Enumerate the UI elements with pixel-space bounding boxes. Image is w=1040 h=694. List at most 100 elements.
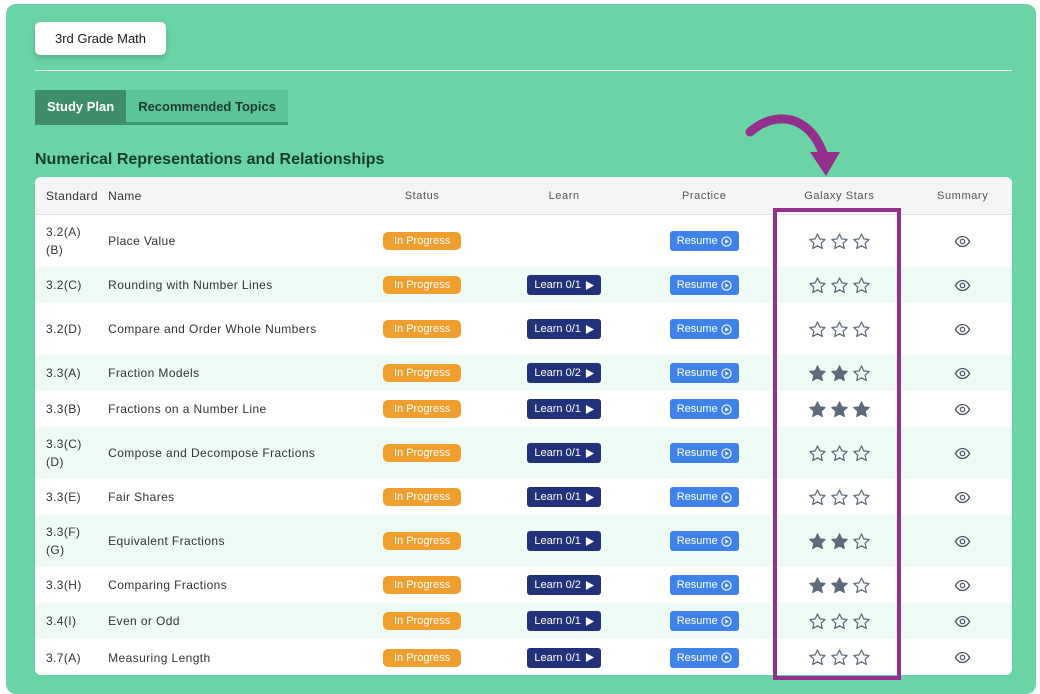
learn-cell: Learn 0/1: [485, 487, 643, 507]
status-cell: In Progress: [359, 648, 485, 667]
learn-button[interactable]: Learn 0/1: [527, 487, 601, 507]
status-badge: In Progress: [382, 276, 462, 294]
galaxy-stars: [808, 648, 871, 667]
learn-button[interactable]: Learn 0/1: [527, 647, 601, 668]
standards-table: Standard Name Status Learn Practice Gala…: [35, 177, 1012, 675]
learn-cell: Learn 0/1: [485, 647, 643, 668]
star-outline-icon: [831, 232, 848, 249]
star-outline-icon: [853, 612, 870, 629]
status-cell: In Progress: [359, 232, 485, 250]
standard-code: 3.3(E): [46, 490, 82, 504]
resume-label: Resume: [676, 367, 718, 379]
resume-label: Resume: [676, 403, 718, 415]
eye-icon[interactable]: [954, 321, 971, 338]
galaxy-stars: [808, 444, 871, 463]
resume-button[interactable]: Resume: [669, 231, 739, 251]
play-circle-icon: [721, 491, 732, 503]
resume-button[interactable]: Resume: [669, 531, 739, 551]
learn-button[interactable]: Learn 0/2: [527, 575, 601, 595]
resume-button[interactable]: Resume: [669, 363, 739, 383]
tab-recommended-topics[interactable]: Recommended Topics: [126, 90, 288, 125]
resume-button[interactable]: Resume: [669, 399, 739, 419]
learn-button[interactable]: Learn 0/2: [527, 363, 601, 383]
summary-cell: [913, 321, 1012, 338]
practice-cell: Resume: [643, 531, 765, 551]
star-outline-icon: [809, 444, 826, 461]
eye-icon[interactable]: [954, 365, 971, 382]
status-badge: In Progress: [382, 232, 462, 250]
standard-code: 3.3(A): [46, 366, 82, 380]
status-badge: In Progress: [382, 320, 462, 338]
galaxy-stars: [808, 612, 871, 631]
practice-cell: Resume: [643, 487, 765, 507]
star-outline-icon: [853, 576, 870, 593]
eye-icon[interactable]: [954, 233, 971, 250]
play-icon: [585, 324, 594, 334]
section-title: Numerical Representations and Relationsh…: [35, 151, 385, 168]
learn-button[interactable]: Learn 0/1: [527, 443, 601, 463]
star-outline-icon: [809, 649, 826, 666]
resume-button[interactable]: Resume: [669, 319, 739, 339]
status-badge: In Progress: [382, 488, 462, 506]
eye-icon[interactable]: [954, 613, 971, 630]
header-standard: Standard: [46, 188, 98, 203]
star-outline-icon: [809, 320, 826, 337]
standard-cell: 3.3(F) (G): [35, 523, 108, 559]
table-row: 3.3(E) Fair Shares In Progress Learn 0/1 Res…: [35, 479, 1012, 515]
eye-icon[interactable]: [954, 577, 971, 594]
learn-cell: Learn 0/1: [485, 531, 643, 551]
resume-button[interactable]: Resume: [669, 487, 739, 507]
learn-button[interactable]: Learn 0/1: [527, 275, 601, 295]
learn-label: Learn 0/1: [534, 279, 581, 291]
header-summary: Summary: [937, 189, 989, 202]
eye-icon[interactable]: [954, 489, 971, 506]
star-outline-icon: [831, 649, 848, 666]
star-outline-icon: [853, 320, 870, 337]
resume-button[interactable]: Resume: [669, 575, 739, 595]
learn-label: Learn 0/2: [534, 579, 581, 591]
table-row: 3.3(B) Fractions on a Number Line In Progr…: [35, 391, 1012, 427]
table-row: 3.3(H) Comparing Fractions In Progress Lear…: [35, 567, 1012, 603]
standard-cell: 3.4(I): [35, 612, 108, 630]
topic-name: Place Value: [108, 234, 176, 248]
learn-button[interactable]: Learn 0/1: [527, 611, 601, 631]
play-icon: [585, 580, 594, 590]
summary-cell: [913, 233, 1012, 250]
practice-cell: Resume: [643, 399, 765, 419]
eye-icon[interactable]: [954, 649, 971, 666]
learn-button[interactable]: Learn 0/1: [527, 319, 601, 339]
resume-button[interactable]: Resume: [669, 275, 739, 295]
topic-name: Equivalent Fractions: [108, 534, 225, 548]
topic-name: Fraction Models: [108, 366, 200, 380]
resume-button[interactable]: Resume: [669, 443, 739, 463]
resume-label: Resume: [676, 279, 718, 291]
standard-code: 3.2(D): [46, 322, 82, 336]
course-button[interactable]: 3rd Grade Math: [35, 22, 166, 55]
play-circle-icon: [721, 615, 732, 627]
resume-button[interactable]: Resume: [669, 611, 739, 631]
tab-study-plan[interactable]: Study Plan: [35, 90, 127, 125]
resume-button[interactable]: Resume: [669, 647, 739, 668]
resume-label: Resume: [676, 615, 718, 627]
eye-icon[interactable]: [954, 533, 971, 550]
play-circle-icon: [721, 447, 732, 459]
status-cell: In Progress: [359, 488, 485, 506]
galaxy-stars-cell: [765, 444, 913, 463]
star-filled-icon: [831, 576, 848, 593]
learn-cell: Learn 0/1: [485, 611, 643, 631]
learn-cell: Learn 0/1: [485, 319, 643, 339]
galaxy-stars-cell: [765, 276, 913, 295]
eye-icon[interactable]: [954, 277, 971, 294]
eye-icon[interactable]: [954, 401, 971, 418]
learn-button[interactable]: Learn 0/1: [527, 399, 601, 419]
table-row: 3.2(A) (B) Place Value In Progress Resume: [35, 215, 1012, 267]
header-name: Name: [108, 188, 142, 203]
learn-button[interactable]: Learn 0/1: [527, 531, 601, 551]
play-icon: [585, 616, 594, 626]
play-circle-icon: [721, 535, 732, 547]
status-cell: In Progress: [359, 400, 485, 418]
eye-icon[interactable]: [954, 445, 971, 462]
summary-cell: [913, 277, 1012, 294]
standard-code: 3.2(A): [46, 225, 82, 239]
status-badge: In Progress: [382, 576, 462, 594]
